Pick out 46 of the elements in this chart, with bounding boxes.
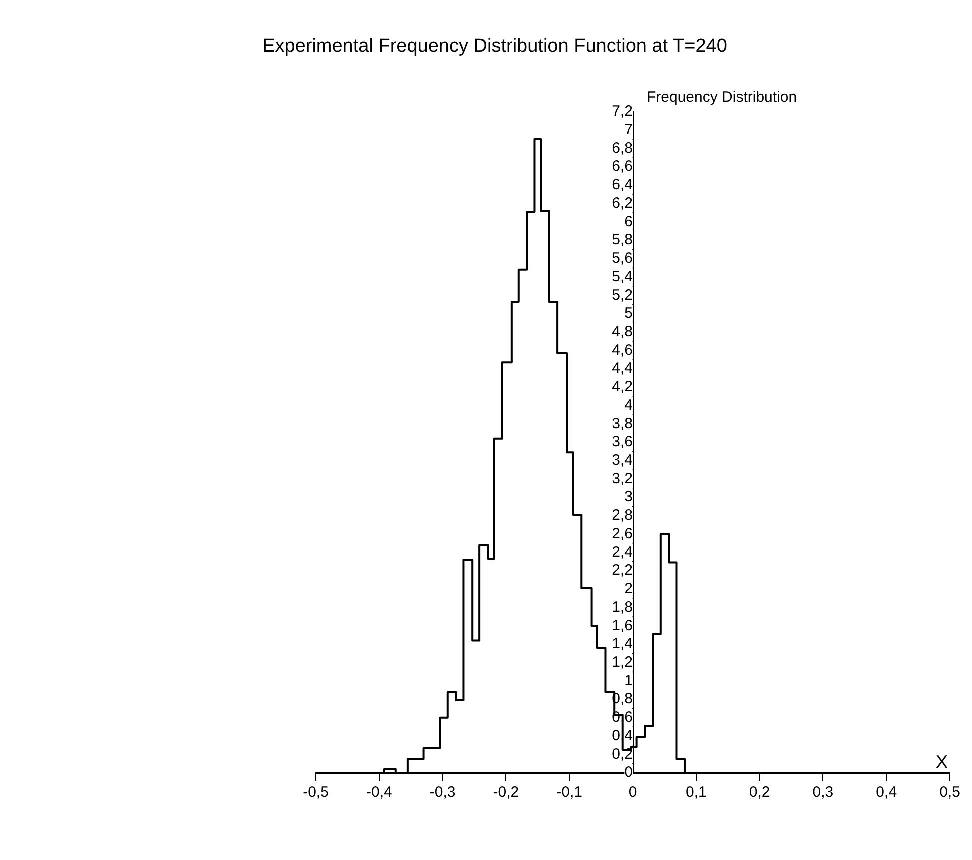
y-tick-label: 5,4 [612, 268, 633, 286]
y-tick-label: 2,8 [612, 507, 633, 524]
y-tick-label: 6 [624, 213, 633, 230]
y-tick-label: 0 [624, 764, 633, 782]
y-tick-label: 7,2 [612, 103, 633, 120]
y-tick-label: 6,4 [612, 176, 633, 194]
y-tick-label: 3,2 [612, 470, 633, 488]
y-tick-label: 5,6 [612, 250, 633, 268]
y-tick-label: 4,6 [612, 342, 633, 359]
y-tick-label: 4 [624, 396, 633, 414]
y-tick-label: 6,2 [612, 194, 633, 212]
x-tick-label: -0,1 [556, 784, 583, 802]
y-tick-label: 6,6 [612, 158, 633, 176]
y-tick-label: 5,2 [612, 286, 633, 304]
x-tick-label: -0,3 [430, 784, 456, 802]
x-axis-title: X [936, 752, 948, 772]
y-tick-label: 3,4 [612, 452, 633, 469]
x-tick-label: 0,1 [686, 784, 707, 802]
y-tick-label: 3,8 [612, 415, 633, 432]
y-tick-label: 7 [624, 122, 633, 138]
y-tick-label: 4,8 [612, 323, 633, 340]
x-tick-label: -0,2 [493, 784, 520, 802]
y-tick-label: 6,8 [612, 140, 633, 157]
y-tick-label: 3 [624, 488, 633, 506]
x-tick-label: 0,2 [749, 784, 770, 802]
x-tick-label: -0,5 [303, 784, 329, 802]
y-tick-label: 1,4 [612, 636, 633, 653]
y-tick-label: 1,8 [612, 598, 633, 616]
y-tick-label: 1,6 [612, 617, 633, 634]
x-tick-label: 0,3 [812, 784, 834, 802]
chart-title: Experimental Frequency Distribution Function at T=240 [262, 36, 728, 58]
x-tick-label: 0,5 [940, 784, 960, 802]
x-tick-label: -0,4 [366, 784, 392, 802]
y-tick-label: 1 [624, 672, 633, 690]
y-tick-label: 2,6 [612, 525, 633, 542]
y-tick-label: 2 [624, 580, 633, 598]
x-tick-label: 0,4 [876, 784, 898, 802]
y-tick-label: 2,2 [612, 562, 633, 580]
y-tick-label: 3,6 [612, 434, 633, 451]
y-tick-label: 2,4 [612, 544, 633, 561]
y-tick-label: 5 [624, 305, 633, 322]
y-tick-label: 5,8 [612, 232, 633, 249]
y-tick-label: 4,2 [612, 378, 633, 396]
y-tick-label: 1,2 [612, 654, 633, 671]
y-axis-title: Frequency Distribution [647, 89, 798, 106]
y-tick-label: 4,4 [612, 360, 633, 378]
